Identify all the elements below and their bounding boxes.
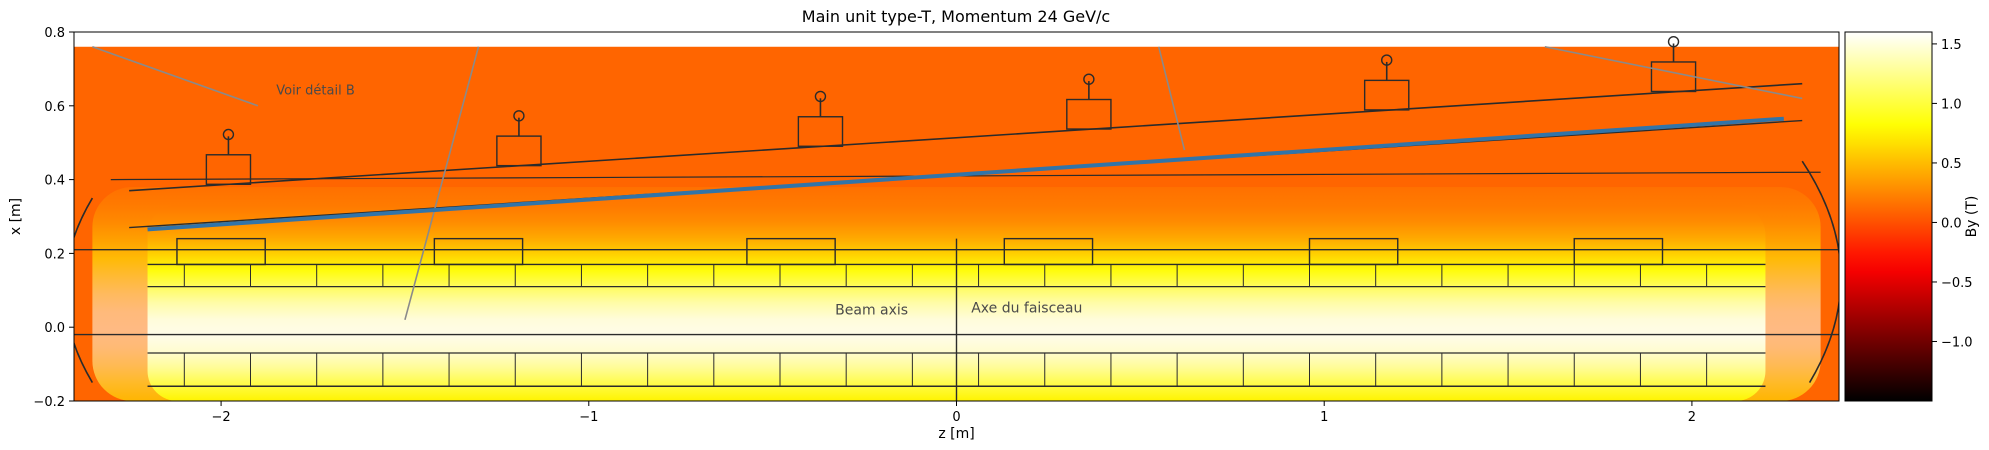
x-tick-label: 1 [1320, 410, 1328, 425]
y-tick-label: 0.2 [44, 247, 65, 262]
colorbar-tick-label: −1.0 [1941, 335, 1973, 350]
yoke-block-0 [176, 237, 266, 266]
support-nut-2 [814, 90, 827, 103]
yoke-block-5 [1573, 237, 1664, 266]
support-nut-0 [222, 128, 235, 141]
y-tick-label: 0.4 [44, 174, 65, 189]
yoke-block-4 [1308, 237, 1399, 266]
support-nut-3 [1083, 73, 1095, 85]
x-axis-label: z [m] [938, 426, 974, 442]
colorbar-scale [1844, 31, 1933, 402]
end-cap-left [74, 197, 94, 383]
yoke-block-1 [433, 237, 524, 266]
casing-edge-upper [129, 82, 1803, 192]
x-tick-label: 2 [1688, 410, 1696, 425]
colorbar-tick-label: −0.5 [1941, 276, 1973, 291]
y-axis: −0.2 0.0 0.2 0.4 0.6 0.8 [33, 26, 74, 410]
colorbar-tick-label: 0.5 [1941, 157, 1962, 172]
yoke-block-3 [1003, 237, 1094, 266]
x-tick-label: 0 [952, 410, 960, 425]
x-tick-label: −2 [211, 410, 230, 425]
support-nut-1 [513, 110, 525, 122]
colorbar-tick-label: 0.0 [1941, 216, 1962, 231]
yoke-block-2 [746, 237, 836, 266]
colorbar: −1.0 −0.5 0.0 0.5 1.0 1.5 By (T) [1844, 31, 1980, 402]
colorbar-tick-label: 1.0 [1941, 97, 1962, 112]
overlay-annotation-2: Axe du faisceau [971, 300, 1082, 316]
y-tick-label: 0.0 [44, 321, 65, 336]
engineering-drawing-overlay [74, 35, 1839, 401]
overlay-annotation-0: Voir détail B [276, 84, 355, 99]
colorbar-tick-label: 1.5 [1941, 38, 1962, 53]
y-tick-label: 0.8 [44, 26, 65, 41]
leader-line-0 [92, 46, 259, 107]
support-nut-5 [1667, 35, 1680, 48]
leader-line-2 [1157, 46, 1186, 151]
overlay-labels: Voir détail B Beam axis Axe du faisceau [276, 84, 1082, 319]
trajectory-line [147, 116, 1784, 232]
y-tick-label: −0.2 [33, 395, 65, 410]
y-tick-label: 0.6 [44, 100, 65, 115]
colorbar-label: By (T) [1964, 196, 1980, 238]
colorbar-ticks: −1.0 −0.5 0.0 0.5 1.0 1.5 [1932, 38, 1973, 350]
leader-line-1 [404, 46, 480, 321]
chart-title: Main unit type-T, Momentum 24 GeV/c [802, 7, 1110, 26]
overlay-annotation-1: Beam axis [835, 302, 908, 318]
x-tick-label: −1 [579, 410, 598, 425]
x-axis: −2 −1 0 1 2 [211, 401, 1696, 425]
plot-area [73, 31, 1840, 402]
y-axis-label: x [m] [8, 198, 24, 235]
support-nut-4 [1381, 54, 1393, 66]
leader-line-3 [1544, 45, 1803, 100]
end-cap-right [1801, 160, 1839, 383]
